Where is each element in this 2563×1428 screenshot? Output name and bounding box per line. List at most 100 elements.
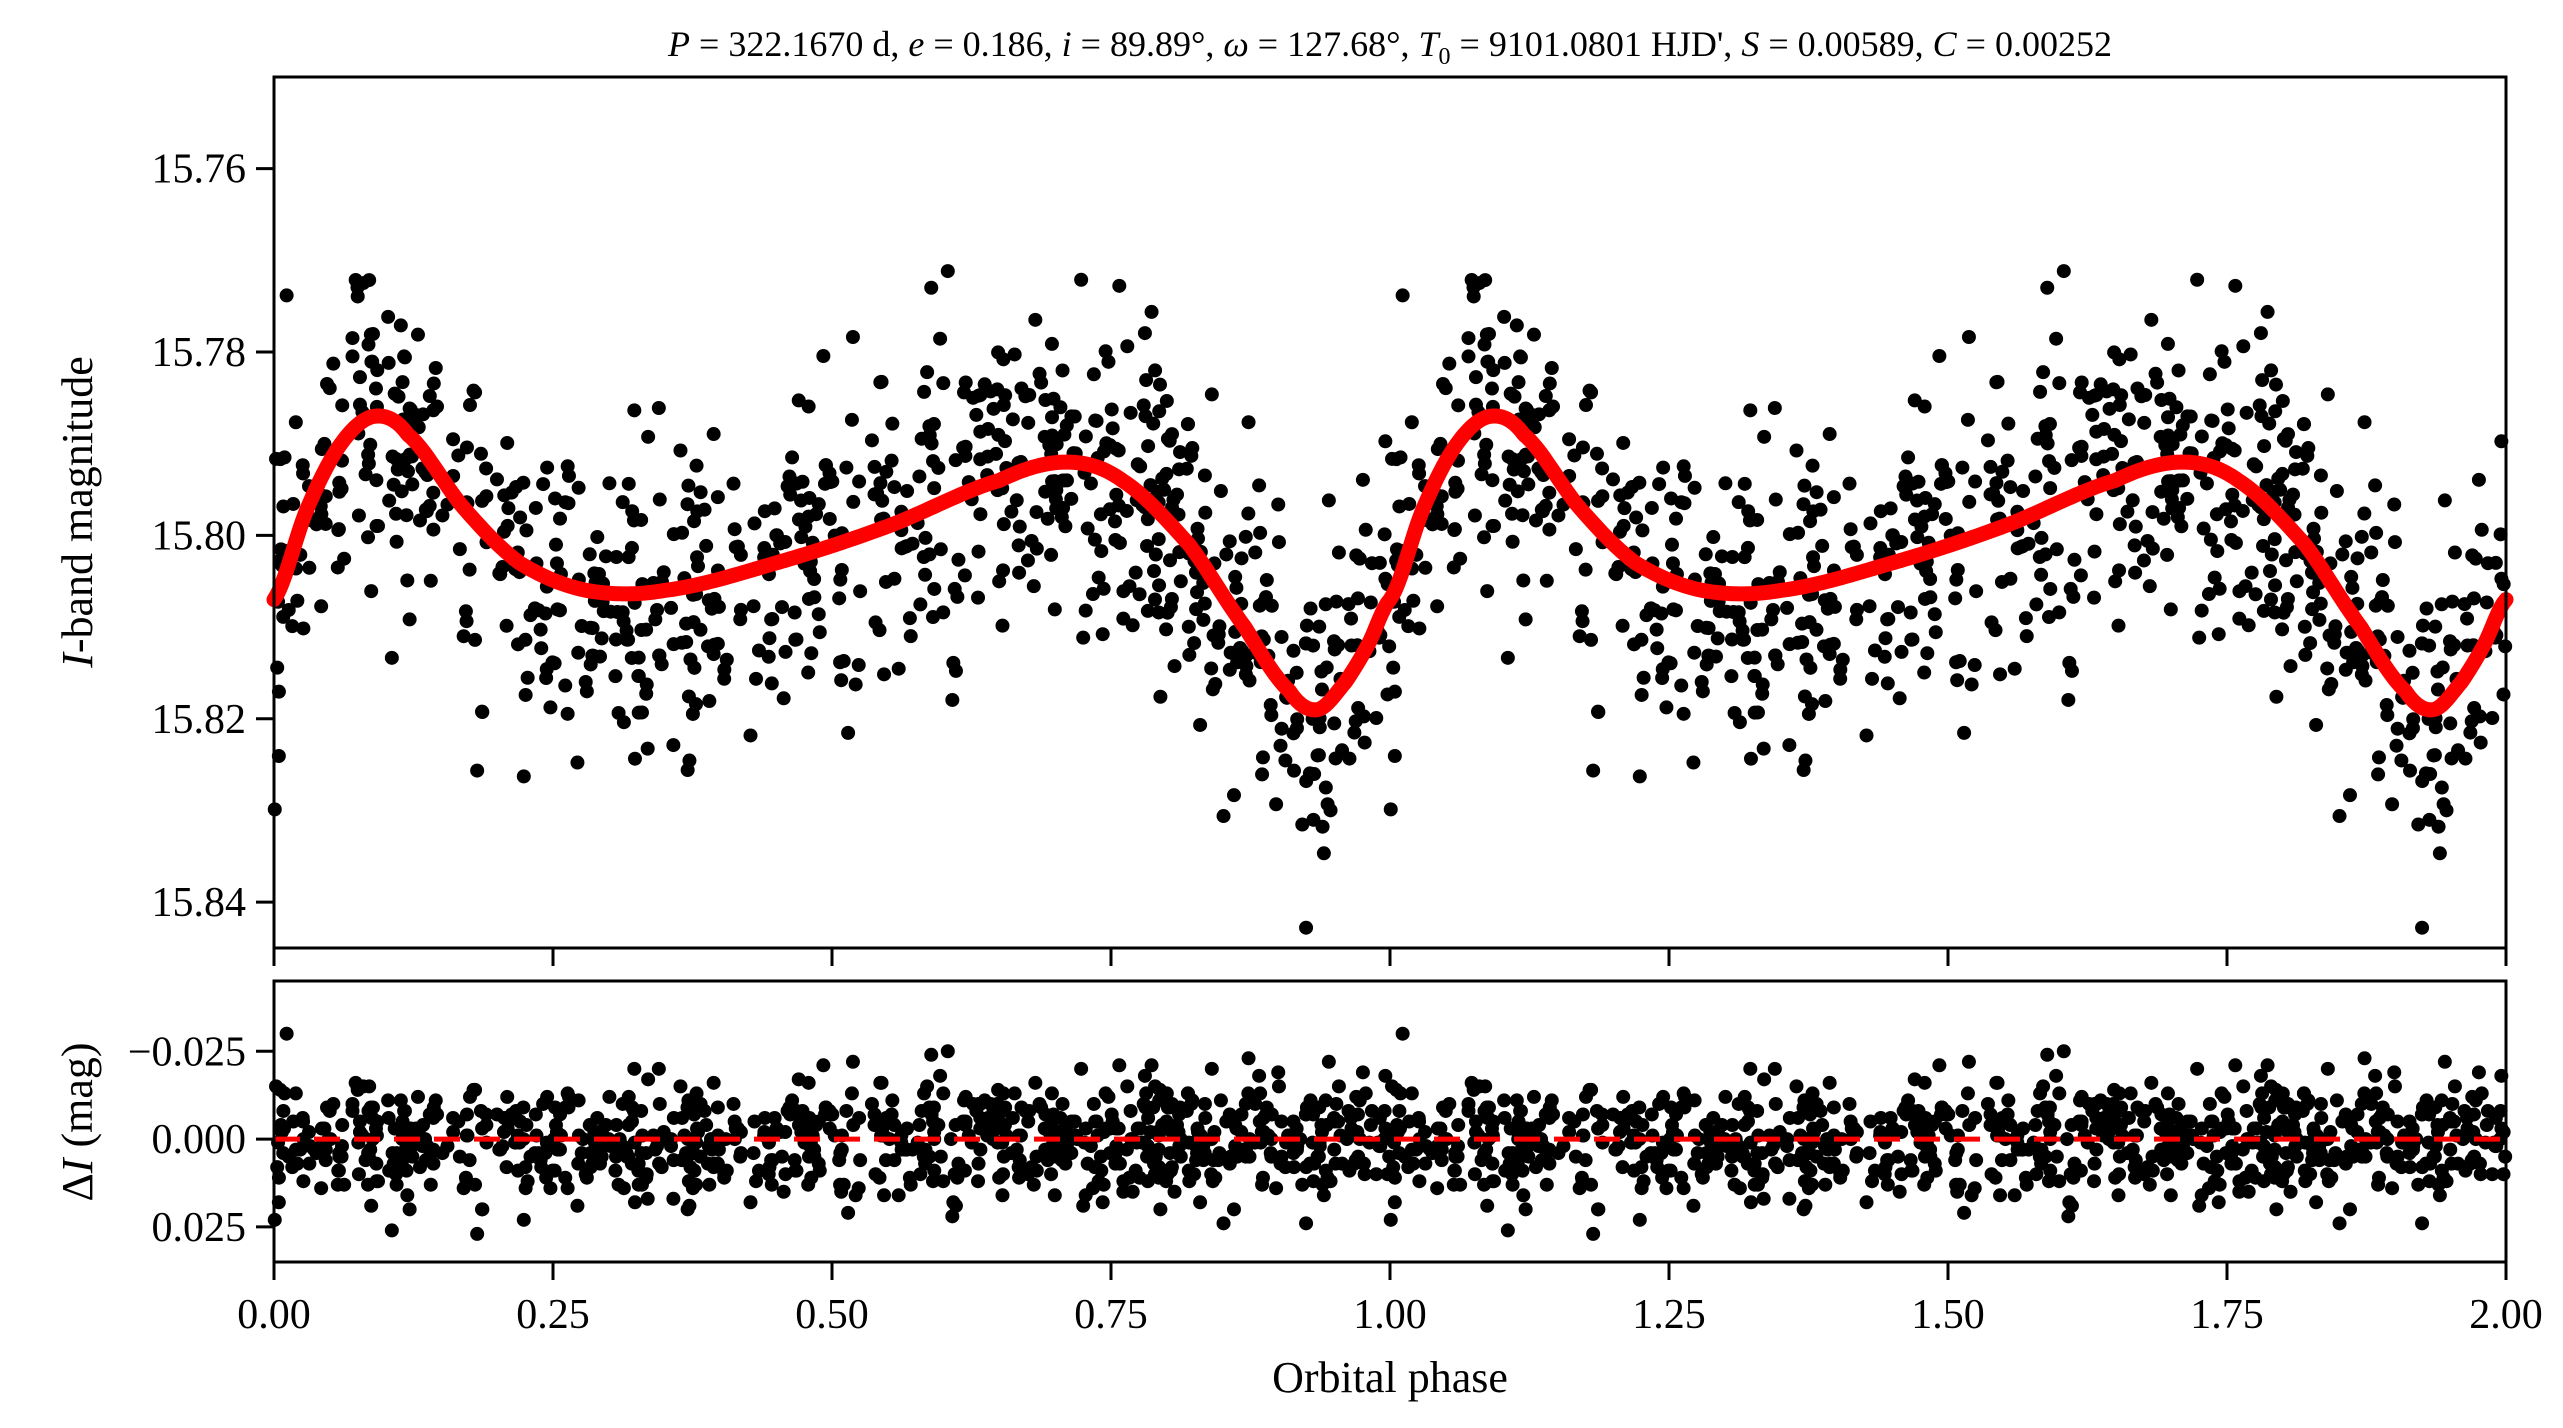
residual-point bbox=[1323, 1174, 1338, 1189]
residual-point bbox=[2370, 1125, 2385, 1140]
top-y-axis-label: I-band magnitude bbox=[53, 356, 102, 669]
residual-point bbox=[2282, 1121, 2297, 1136]
data-point bbox=[957, 568, 972, 583]
data-point bbox=[389, 534, 404, 549]
residual-point bbox=[1764, 1142, 1779, 1157]
data-point bbox=[902, 611, 917, 626]
residual-point bbox=[387, 1121, 402, 1136]
residual-point bbox=[2007, 1188, 2022, 1203]
data-point bbox=[2074, 375, 2089, 390]
data-point bbox=[2273, 482, 2288, 497]
data-point bbox=[2415, 618, 2430, 633]
data-point bbox=[2153, 429, 2168, 444]
data-point bbox=[1927, 607, 1942, 622]
data-point bbox=[1274, 629, 1289, 644]
data-point bbox=[296, 466, 311, 481]
residual-point bbox=[1058, 1156, 1073, 1171]
residual-point bbox=[1513, 1103, 1528, 1118]
residual-point bbox=[2087, 1174, 2102, 1189]
data-point bbox=[1480, 584, 1495, 599]
data-point bbox=[2467, 701, 2482, 716]
data-point bbox=[1173, 445, 1188, 460]
residual-point bbox=[2134, 1103, 2149, 1118]
data-point bbox=[2196, 521, 2211, 536]
data-point bbox=[1849, 547, 1864, 562]
residual-point bbox=[426, 1110, 441, 1125]
residual-point bbox=[925, 1174, 940, 1189]
data-point bbox=[1938, 511, 1953, 526]
residual-point bbox=[579, 1170, 594, 1185]
data-point bbox=[2460, 611, 2475, 626]
residual-point bbox=[1258, 1107, 1273, 1122]
data-point bbox=[1053, 400, 1068, 415]
data-point bbox=[1235, 643, 1250, 658]
residual-point bbox=[902, 1170, 917, 1185]
residual-point bbox=[1655, 1167, 1670, 1182]
residual-point bbox=[1514, 1142, 1529, 1157]
residual-point bbox=[1005, 1110, 1020, 1125]
residual-point bbox=[1357, 1167, 1372, 1182]
residual-point bbox=[615, 1139, 630, 1154]
data-point bbox=[1064, 491, 1079, 506]
data-point bbox=[1968, 474, 1983, 489]
residual-point bbox=[2156, 1153, 2171, 1168]
data-point bbox=[1044, 336, 1059, 351]
data-point bbox=[733, 547, 748, 562]
data-point bbox=[2190, 272, 2205, 287]
residual-point bbox=[1385, 1079, 1400, 1094]
data-point bbox=[2268, 578, 2283, 593]
residual-point bbox=[285, 1160, 300, 1175]
residual-point bbox=[2260, 1058, 2275, 1073]
residual-point bbox=[1468, 1114, 1483, 1129]
residual-point bbox=[2028, 1118, 2043, 1133]
data-point bbox=[2335, 547, 2350, 562]
residual-point bbox=[1737, 1118, 1752, 1133]
data-point bbox=[1347, 725, 1362, 740]
data-point bbox=[345, 331, 360, 346]
residual-point bbox=[2288, 1107, 2303, 1122]
data-point bbox=[590, 530, 605, 545]
top-x-ticks bbox=[272, 948, 2508, 966]
data-point bbox=[1899, 487, 1914, 502]
residual-point bbox=[2235, 1142, 2250, 1157]
residual-point bbox=[1034, 1100, 1049, 1115]
data-point bbox=[1516, 573, 1531, 588]
data-point bbox=[749, 671, 764, 686]
data-point bbox=[1665, 556, 1680, 571]
data-point bbox=[1364, 556, 1379, 571]
residual-point bbox=[2415, 1100, 2430, 1115]
residual-point bbox=[1018, 1103, 1033, 1118]
residual-point bbox=[2439, 1174, 2454, 1189]
residual-point bbox=[2064, 1198, 2079, 1213]
y-tick-label: 0.000 bbox=[152, 1117, 247, 1163]
data-point bbox=[1271, 497, 1286, 512]
residual-point bbox=[1969, 1153, 1984, 1168]
residual-point bbox=[1055, 1132, 1070, 1147]
residual-point bbox=[531, 1146, 546, 1161]
data-point bbox=[1406, 593, 1421, 608]
data-point bbox=[314, 599, 329, 614]
data-point bbox=[1167, 659, 1182, 674]
data-point bbox=[331, 523, 346, 538]
residual-point bbox=[1699, 1160, 1714, 1175]
data-point bbox=[1040, 511, 1055, 526]
data-point bbox=[2344, 569, 2359, 584]
residual-point bbox=[303, 1139, 318, 1154]
data-point bbox=[2387, 497, 2402, 512]
residual-point bbox=[1509, 1093, 1524, 1108]
data-point bbox=[1502, 477, 1517, 492]
data-point bbox=[1484, 381, 1499, 396]
residual-point bbox=[1980, 1096, 1995, 1111]
data-point bbox=[903, 629, 918, 644]
data-point bbox=[579, 684, 594, 699]
data-point bbox=[459, 614, 474, 629]
data-point bbox=[1542, 376, 1557, 391]
data-point bbox=[1932, 349, 1947, 364]
data-point bbox=[1116, 611, 1131, 626]
residual-point bbox=[1676, 1181, 1691, 1196]
data-point bbox=[1798, 753, 1813, 768]
data-point bbox=[2064, 663, 2079, 678]
residual-point bbox=[1083, 1139, 1098, 1154]
data-point bbox=[1172, 462, 1187, 477]
data-point bbox=[2402, 643, 2417, 658]
